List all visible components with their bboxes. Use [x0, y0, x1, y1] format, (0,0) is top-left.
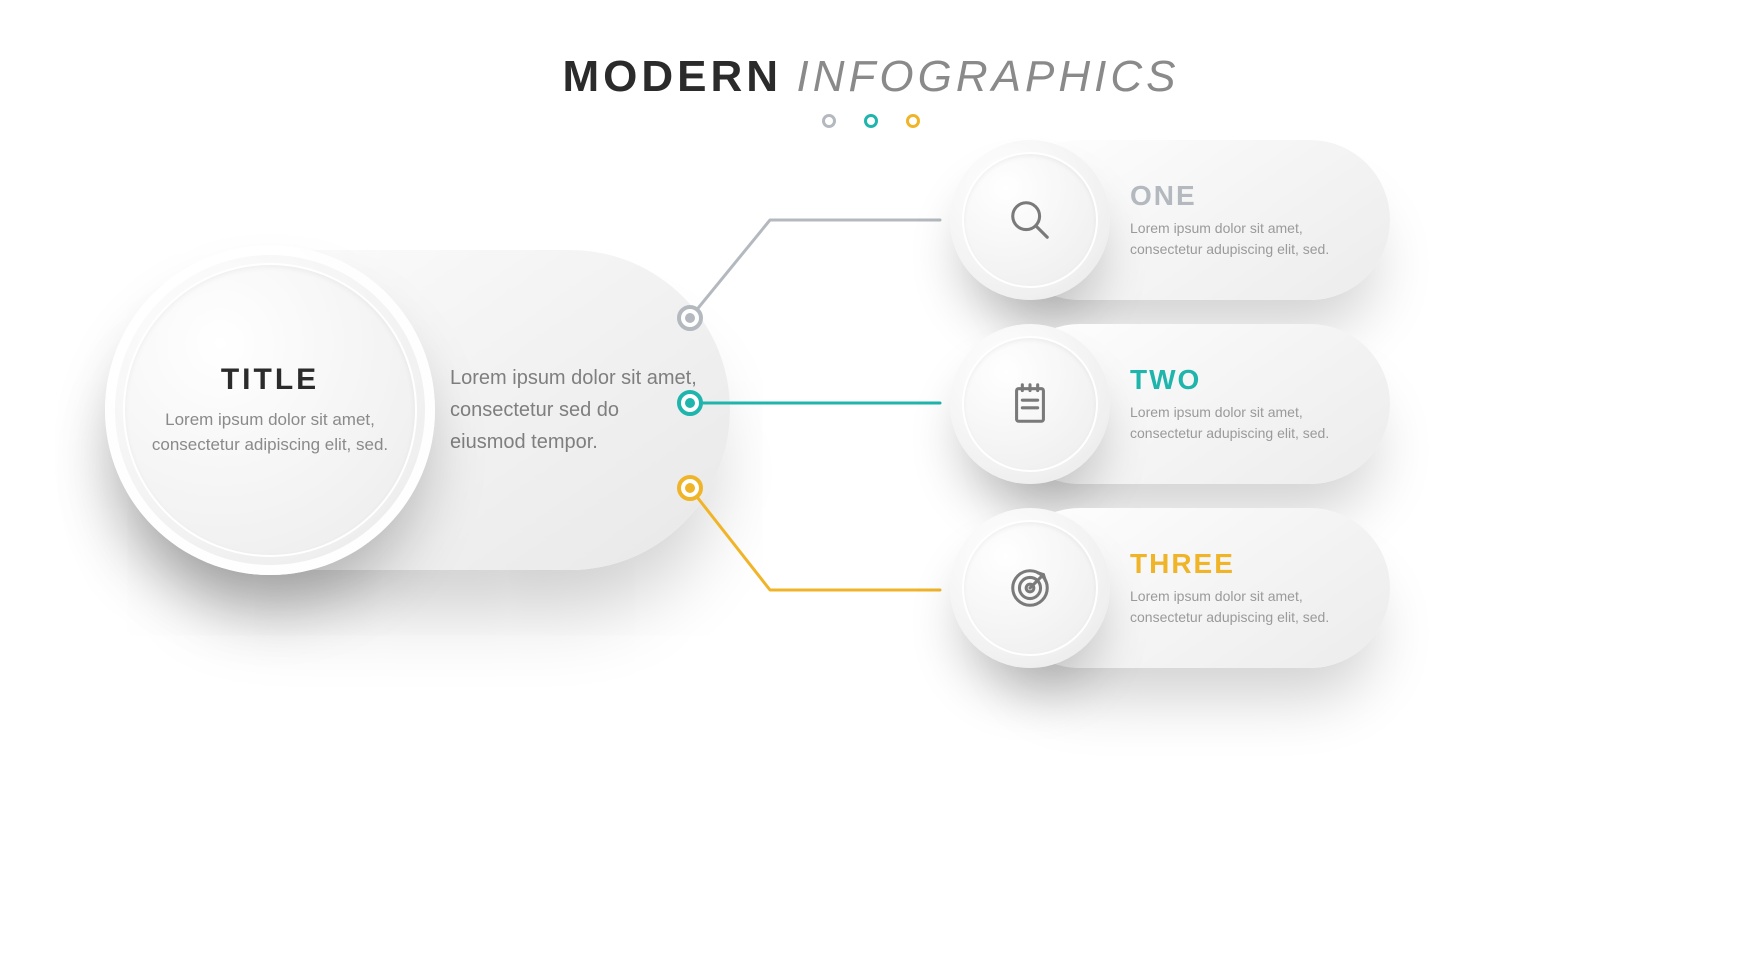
info-item-label: THREE — [1130, 548, 1370, 580]
info-item-text: ONE Lorem ipsum dolor sit amet, consectet… — [1130, 140, 1370, 300]
header-title-bold: MODERN — [563, 52, 783, 101]
info-item-1: ONE Lorem ipsum dolor sit amet, consectet… — [950, 140, 1390, 300]
main-description: Lorem ipsum dolor sit amet, consectetur … — [450, 250, 700, 570]
info-item-desc: Lorem ipsum dolor sit amet, consectetur … — [1130, 402, 1370, 444]
header-dot-3 — [906, 114, 920, 128]
main-subtitle: Lorem ipsum dolor sit amet, consectetur … — [145, 407, 395, 458]
info-item-3: THREE Lorem ipsum dolor sit amet, consect… — [950, 508, 1390, 668]
header-title: MODERN INFOGRAPHICS — [563, 52, 1180, 102]
search-icon — [950, 140, 1110, 300]
info-item-text: TWO Lorem ipsum dolor sit amet, consectet… — [1130, 324, 1370, 484]
connector-line — [690, 488, 940, 590]
info-item-circle — [950, 324, 1110, 484]
infographic-stage: MODERN INFOGRAPHICS Lorem ipsum dolor si… — [0, 0, 1742, 980]
header-dot-1 — [822, 114, 836, 128]
header-dot-2 — [864, 114, 878, 128]
target-icon — [950, 508, 1110, 668]
notepad-icon — [950, 324, 1110, 484]
main-circle: TITLE Lorem ipsum dolor sit amet, consec… — [105, 245, 435, 575]
info-item-circle — [950, 508, 1110, 668]
info-item-desc: Lorem ipsum dolor sit amet, consectetur … — [1130, 218, 1370, 260]
header-dots — [0, 114, 1742, 133]
main-title: TITLE — [221, 363, 319, 397]
connector-line — [690, 220, 940, 318]
main-pill: Lorem ipsum dolor sit amet, consectetur … — [110, 250, 730, 570]
info-item-label: TWO — [1130, 364, 1370, 396]
header: MODERN INFOGRAPHICS — [0, 52, 1742, 133]
info-item-2: TWO Lorem ipsum dolor sit amet, consectet… — [950, 324, 1390, 484]
info-item-label: ONE — [1130, 180, 1370, 212]
header-title-light: INFOGRAPHICS — [797, 52, 1180, 101]
info-item-text: THREE Lorem ipsum dolor sit amet, consect… — [1130, 508, 1370, 668]
info-item-desc: Lorem ipsum dolor sit amet, consectetur … — [1130, 586, 1370, 628]
info-item-circle — [950, 140, 1110, 300]
